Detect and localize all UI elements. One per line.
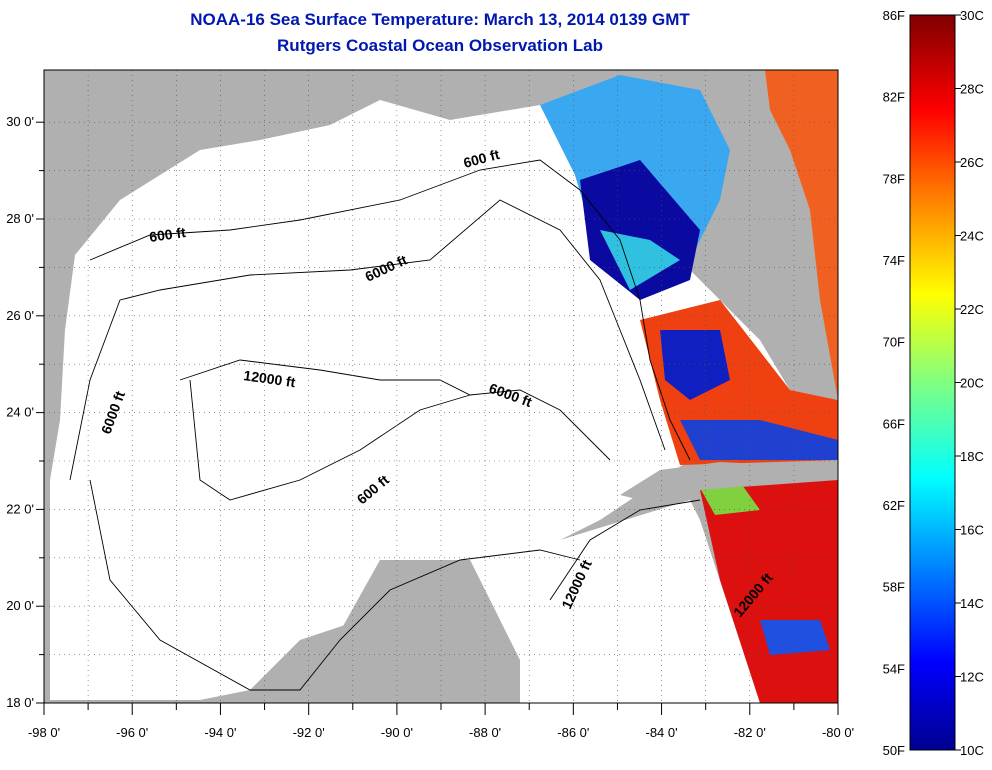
x-tick-label: -86 0' <box>557 725 589 740</box>
colorbar-c-label: 18C <box>960 449 984 464</box>
x-tick-label: -98 0' <box>28 725 60 740</box>
colorbar-f-label: 74F <box>883 253 905 268</box>
x-tick-label: -90 0' <box>381 725 413 740</box>
colorbar-c-label: 10C <box>960 743 984 758</box>
colorbar-c-label: 12C <box>960 670 984 685</box>
x-tick-label: -94 0' <box>204 725 236 740</box>
y-tick-label: 28 0' <box>6 211 34 226</box>
colorbar-f-label: 62F <box>883 498 905 513</box>
x-tick-label: -80 0' <box>822 725 854 740</box>
colorbar-f-label: 66F <box>883 416 905 431</box>
map-subtitle: Rutgers Coastal Ocean Observation Lab <box>277 36 603 55</box>
colorbar-c-label: 30C <box>960 8 984 23</box>
colorbar-c-label: 28C <box>960 82 984 97</box>
bathymetry-contours <box>69 159 701 691</box>
cuba-yucatan-strait-water <box>560 500 760 703</box>
y-tick-label: 22 0' <box>6 501 34 516</box>
colorbar-f-label: 70F <box>883 335 905 350</box>
x-tick-label: -92 0' <box>293 725 325 740</box>
map-title: NOAA-16 Sea Surface Temperature: March 1… <box>190 10 690 29</box>
colorbar-c-label: 16C <box>960 523 984 538</box>
colorbar-c-label: 20C <box>960 376 984 391</box>
y-tick-label: 30 0' <box>6 114 34 129</box>
colorbar-c-label: 26C <box>960 155 984 170</box>
florida-land <box>700 90 820 390</box>
x-tick-label: -82 0' <box>734 725 766 740</box>
colorbar-c-label: 14C <box>960 596 984 611</box>
y-tick-label: 26 0' <box>6 308 34 323</box>
y-tick-label: 18 0' <box>6 695 34 710</box>
colorbar-f-label: 86F <box>883 8 905 23</box>
colorbar-f-label: 78F <box>883 171 905 186</box>
contour-label-600ft: 600 ft <box>148 224 187 245</box>
colorbar-celsius-labels: 30C 28C 26C 24C 22C 20C 18C 16C 14C 12C 10C <box>955 8 984 758</box>
y-tick-label: 24 0' <box>6 405 34 420</box>
cuba-land <box>620 462 838 505</box>
x-tick-label: -96 0' <box>116 725 148 740</box>
x-tick-label: -84 0' <box>645 725 677 740</box>
colorbar-c-label: 24C <box>960 229 984 244</box>
satellite-sst-swath <box>540 70 838 703</box>
colorbar-f-label: 50F <box>883 743 905 758</box>
x-tick-label: -88 0' <box>469 725 501 740</box>
colorbar <box>909 14 956 751</box>
colorbar-f-label: 54F <box>883 661 905 676</box>
colorbar-f-label: 82F <box>883 90 905 105</box>
colorbar-f-label: 58F <box>883 580 905 595</box>
lat-lon-grid <box>44 70 838 703</box>
contour-label-12000ft: 12000 ft <box>243 367 297 390</box>
colorbar-c-label: 22C <box>960 302 984 317</box>
axis-ticks: -98 0' -96 0' -94 0' -92 0' -90 0' -88 0' -86 … <box>6 114 854 740</box>
y-tick-label: 20 0' <box>6 598 34 613</box>
colorbar-fahrenheit-labels: 86F 82F 78F 74F 70F 66F 62F 58F 54F 50F <box>883 8 905 758</box>
yucatan-land <box>300 560 520 703</box>
